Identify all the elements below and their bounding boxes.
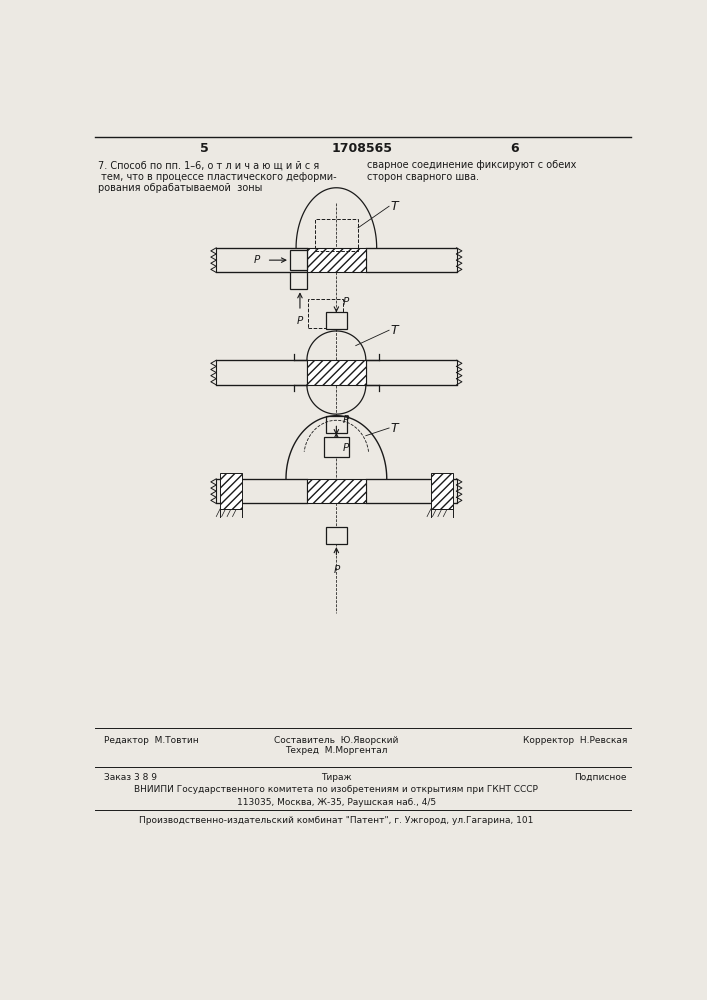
Text: P: P — [343, 415, 349, 425]
Text: Редактор  М.Товтин: Редактор М.Товтин — [104, 736, 199, 745]
Bar — [216, 479, 307, 503]
Bar — [324, 437, 349, 457]
Bar — [220, 473, 242, 509]
Text: 6: 6 — [510, 142, 519, 155]
Text: P: P — [343, 443, 349, 453]
Text: ВНИИПИ Государственного комитета по изобретениям и открытиям при ГКНТ СССР: ВНИИПИ Государственного комитета по изоб… — [134, 785, 538, 794]
Bar — [366, 479, 457, 503]
Bar — [431, 473, 452, 509]
Bar — [307, 479, 366, 503]
Bar — [216, 248, 307, 272]
Text: T: T — [391, 422, 398, 434]
Bar — [290, 250, 307, 270]
Bar — [290, 272, 307, 289]
Bar — [307, 360, 366, 385]
Text: 5: 5 — [200, 142, 209, 155]
Text: Тираж: Тираж — [321, 773, 351, 782]
Bar — [307, 248, 366, 272]
Bar — [325, 416, 347, 433]
Text: 113035, Москва, Ж-35, Раушская наб., 4/5: 113035, Москва, Ж-35, Раушская наб., 4/5 — [237, 798, 436, 807]
Bar — [366, 360, 457, 385]
Text: Заказ 3 8 9: Заказ 3 8 9 — [104, 773, 157, 782]
Text: Производственно-издательский комбинат "Патент", г. Ужгород, ул.Гагарина, 101: Производственно-издательский комбинат "П… — [139, 816, 534, 825]
Text: Подписное: Подписное — [575, 773, 627, 782]
Bar — [315, 219, 358, 251]
Text: T: T — [391, 324, 398, 337]
Bar — [325, 312, 347, 329]
Bar — [216, 360, 307, 385]
Text: P: P — [297, 316, 303, 326]
Text: 1708565: 1708565 — [332, 142, 393, 155]
Bar — [366, 248, 457, 272]
Text: P: P — [255, 255, 260, 265]
Text: сварное соединение фиксируют с обеих
сторон сварного шва.: сварное соединение фиксируют с обеих сто… — [368, 160, 577, 182]
Text: T: T — [391, 200, 398, 213]
Bar — [308, 299, 343, 328]
Text: Корректор  Н.Ревская: Корректор Н.Ревская — [522, 736, 627, 745]
Text: 7. Способ по пп. 1–6, о т л и ч а ю щ и й с я
 тем, что в процессе пластического: 7. Способ по пп. 1–6, о т л и ч а ю щ и … — [98, 160, 337, 193]
Bar — [325, 527, 347, 544]
Text: Составитель  Ю.Яворский
Техред  М.Моргентал: Составитель Ю.Яворский Техред М.Моргента… — [274, 736, 399, 755]
Text: P: P — [343, 297, 349, 307]
Text: P: P — [333, 565, 339, 575]
